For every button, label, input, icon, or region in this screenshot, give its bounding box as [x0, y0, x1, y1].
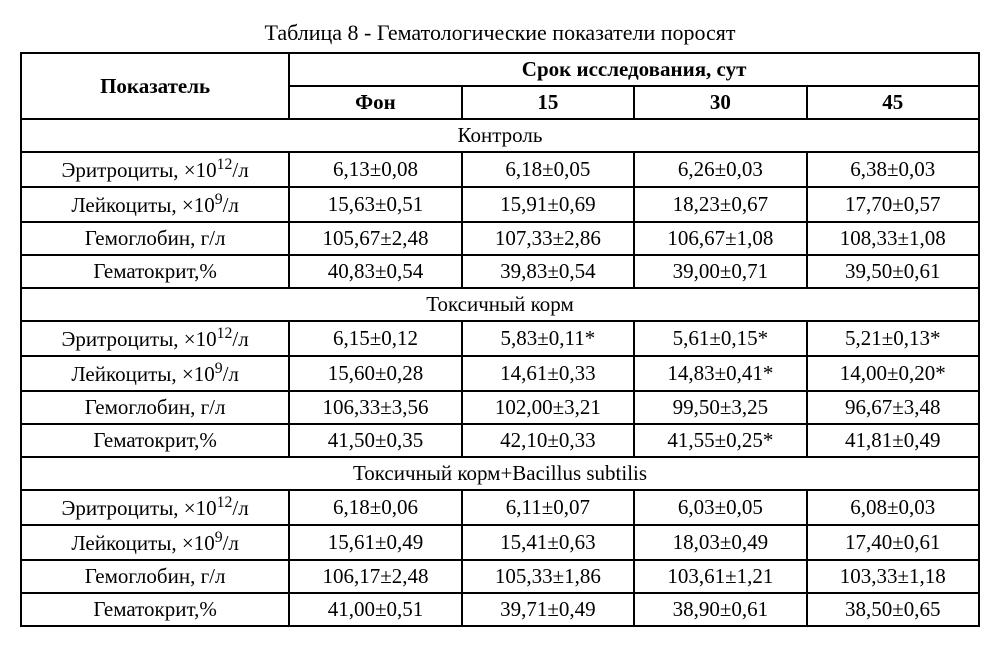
- cell: 39,00±0,71: [634, 255, 806, 288]
- cell: 99,50±3,25: [634, 391, 806, 424]
- cell: 15,61±0,49: [289, 525, 461, 560]
- table-row: Лейкоциты, ×109/л15,60±0,2814,61±0,3314,…: [21, 356, 979, 391]
- table-body: КонтрольЭритроциты, ×1012/л6,13±0,086,18…: [21, 119, 979, 626]
- cell: 38,50±0,65: [807, 593, 979, 626]
- cell: 5,61±0,15*: [634, 321, 806, 356]
- cell: 6,38±0,03: [807, 152, 979, 187]
- cell: 14,83±0,41*: [634, 356, 806, 391]
- cell: 6,26±0,03: [634, 152, 806, 187]
- col-header-2: 30: [634, 86, 806, 119]
- cell: 14,00±0,20*: [807, 356, 979, 391]
- cell: 14,61±0,33: [462, 356, 634, 391]
- cell: 39,71±0,49: [462, 593, 634, 626]
- cell: 17,40±0,61: [807, 525, 979, 560]
- cell: 41,55±0,25*: [634, 424, 806, 457]
- cell: 6,11±0,07: [462, 490, 634, 525]
- table-caption: Таблица 8 - Гематологические показатели …: [20, 20, 980, 46]
- cell: 106,67±1,08: [634, 222, 806, 255]
- cell: 39,83±0,54: [462, 255, 634, 288]
- cell: 103,61±1,21: [634, 560, 806, 593]
- row-label: Гемоглобин, г/л: [21, 222, 289, 255]
- row-label: Лейкоциты, ×109/л: [21, 356, 289, 391]
- table-row: Гематокрит,%40,83±0,5439,83±0,5439,00±0,…: [21, 255, 979, 288]
- table-row: Лейкоциты, ×109/л15,61±0,4915,41±0,6318,…: [21, 525, 979, 560]
- cell: 38,90±0,61: [634, 593, 806, 626]
- cell: 5,21±0,13*: [807, 321, 979, 356]
- cell: 6,18±0,05: [462, 152, 634, 187]
- section-title: Контроль: [21, 119, 979, 152]
- cell: 15,91±0,69: [462, 187, 634, 222]
- table-row: Гемоглобин, г/л106,33±3,56102,00±3,2199,…: [21, 391, 979, 424]
- cell: 105,67±2,48: [289, 222, 461, 255]
- section-title: Токсичный корм: [21, 288, 979, 321]
- row-label: Эритроциты, ×1012/л: [21, 321, 289, 356]
- cell: 40,83±0,54: [289, 255, 461, 288]
- cell: 15,41±0,63: [462, 525, 634, 560]
- cell: 96,67±3,48: [807, 391, 979, 424]
- cell: 6,08±0,03: [807, 490, 979, 525]
- cell: 6,13±0,08: [289, 152, 461, 187]
- col-header-3: 45: [807, 86, 979, 119]
- table-row: Лейкоциты, ×109/л15,63±0,5115,91±0,6918,…: [21, 187, 979, 222]
- col-header-0: Фон: [289, 86, 461, 119]
- data-table: Показатель Срок исследования, сут Фон 15…: [20, 52, 980, 627]
- table-row: Гемоглобин, г/л106,17±2,48105,33±1,86103…: [21, 560, 979, 593]
- cell: 42,10±0,33: [462, 424, 634, 457]
- cell: 18,03±0,49: [634, 525, 806, 560]
- row-label: Эритроциты, ×1012/л: [21, 152, 289, 187]
- cell: 41,50±0,35: [289, 424, 461, 457]
- table-row: Эритроциты, ×1012/л6,13±0,086,18±0,056,2…: [21, 152, 979, 187]
- cell: 41,00±0,51: [289, 593, 461, 626]
- cell: 106,17±2,48: [289, 560, 461, 593]
- cell: 106,33±3,56: [289, 391, 461, 424]
- col-header-indicator: Показатель: [21, 53, 289, 119]
- row-label: Гематокрит,%: [21, 424, 289, 457]
- row-label: Эритроциты, ×1012/л: [21, 490, 289, 525]
- cell: 15,63±0,51: [289, 187, 461, 222]
- cell: 107,33±2,86: [462, 222, 634, 255]
- cell: 5,83±0,11*: [462, 321, 634, 356]
- row-label: Гемоглобин, г/л: [21, 560, 289, 593]
- section-title: Токсичный корм+Bacillus subtilis: [21, 457, 979, 490]
- cell: 6,03±0,05: [634, 490, 806, 525]
- cell: 108,33±1,08: [807, 222, 979, 255]
- col-header-1: 15: [462, 86, 634, 119]
- row-label: Лейкоциты, ×109/л: [21, 525, 289, 560]
- cell: 17,70±0,57: [807, 187, 979, 222]
- table-row: Гематокрит,%41,00±0,5139,71±0,4938,90±0,…: [21, 593, 979, 626]
- row-label: Гематокрит,%: [21, 255, 289, 288]
- table-row: Эритроциты, ×1012/л6,18±0,066,11±0,076,0…: [21, 490, 979, 525]
- row-label: Лейкоциты, ×109/л: [21, 187, 289, 222]
- cell: 6,15±0,12: [289, 321, 461, 356]
- table-row: Эритроциты, ×1012/л6,15±0,125,83±0,11*5,…: [21, 321, 979, 356]
- row-label: Гематокрит,%: [21, 593, 289, 626]
- row-label: Гемоглобин, г/л: [21, 391, 289, 424]
- col-header-period: Срок исследования, сут: [289, 53, 979, 86]
- cell: 41,81±0,49: [807, 424, 979, 457]
- cell: 6,18±0,06: [289, 490, 461, 525]
- cell: 18,23±0,67: [634, 187, 806, 222]
- cell: 103,33±1,18: [807, 560, 979, 593]
- cell: 105,33±1,86: [462, 560, 634, 593]
- cell: 39,50±0,61: [807, 255, 979, 288]
- table-row: Гематокрит,%41,50±0,3542,10±0,3341,55±0,…: [21, 424, 979, 457]
- cell: 102,00±3,21: [462, 391, 634, 424]
- cell: 15,60±0,28: [289, 356, 461, 391]
- table-row: Гемоглобин, г/л105,67±2,48107,33±2,86106…: [21, 222, 979, 255]
